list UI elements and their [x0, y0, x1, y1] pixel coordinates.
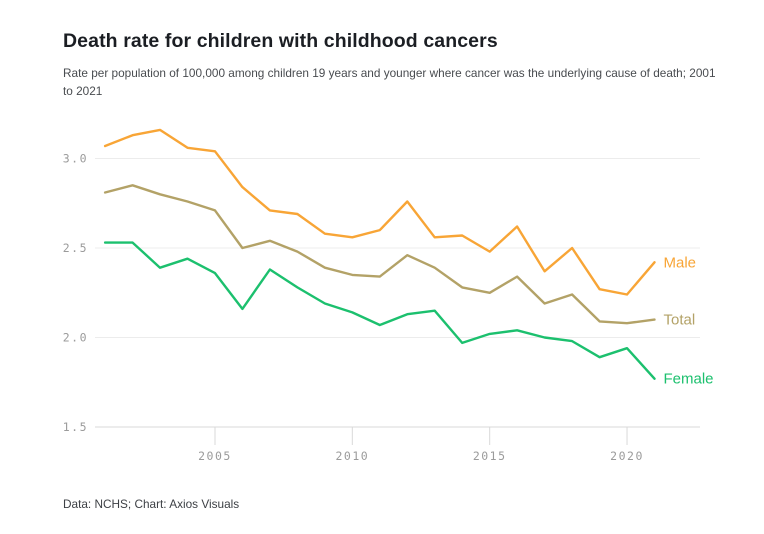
source-credit: Data: NCHS; Chart: Axios Visuals: [63, 497, 240, 511]
series-line-total: [103, 184, 656, 325]
series-label-female: Female: [664, 371, 714, 388]
x-tick-label: 2010: [335, 449, 369, 463]
chart-subtitle: Rate per population of 100,000 among chi…: [63, 66, 716, 98]
x-tick-label: 2005: [198, 449, 232, 463]
x-tick-label: 2015: [473, 449, 507, 463]
y-tick-label: 3.0: [63, 152, 88, 166]
page-title: Death rate for children with childhood c…: [63, 30, 498, 52]
series-line-female: [103, 241, 656, 380]
series-label-male: Male: [664, 254, 697, 271]
y-tick-label: 2.5: [63, 241, 88, 255]
series-line-male: [103, 128, 656, 296]
series-label-total: Total: [664, 312, 696, 329]
y-tick-label: 1.5: [63, 420, 88, 434]
line-chart: 1.5 2.0 2.5 3.0 2005 2010 2015 2020 Male Total Fem…: [63, 128, 714, 463]
x-tick-label: 2020: [610, 449, 644, 463]
y-tick-label: 2.0: [63, 331, 88, 345]
